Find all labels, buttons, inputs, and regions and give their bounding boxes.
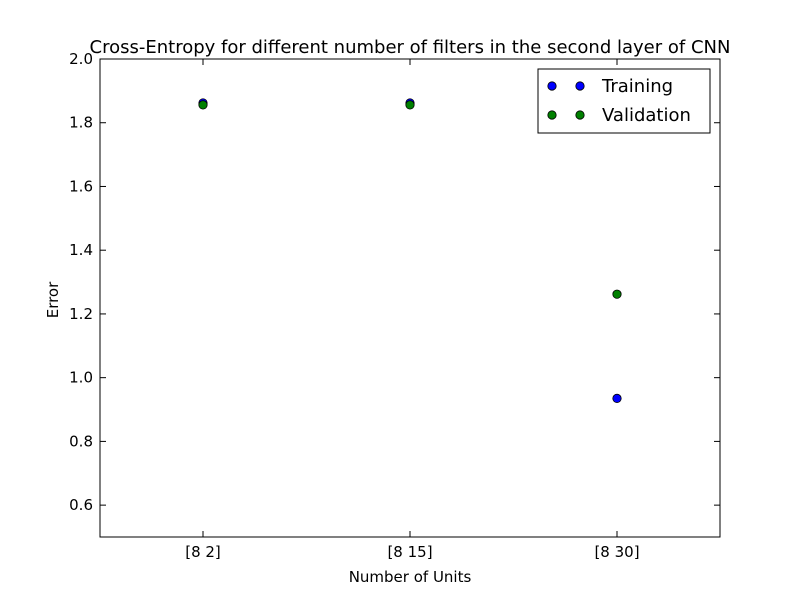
validation-point-0 (198, 100, 208, 110)
legend-validation-marker-left (547, 110, 557, 120)
validation-point-2 (612, 289, 622, 299)
legend-training-label: Training (601, 76, 673, 97)
y-tick-label-3: 1.2 (69, 305, 93, 323)
legend: Training Validation (537, 68, 711, 134)
training-point-2 (612, 393, 622, 403)
legend-training-marker-right (575, 81, 585, 91)
x-tick-label-1: [8 15] (387, 543, 432, 561)
y-tick-label-4: 1.4 (69, 241, 93, 259)
legend-box (537, 68, 711, 134)
y-tick-label-1: 0.8 (69, 432, 93, 450)
y-tick-label-2: 1.0 (69, 369, 93, 387)
chart-title: Cross-Entropy for different number of fi… (90, 37, 731, 58)
x-tick-label-2: [8 30] (594, 543, 639, 561)
x-axis-label: Number of Units (349, 568, 472, 586)
y-tick-label-0: 0.6 (69, 496, 93, 514)
legend-training-marker-left (547, 81, 557, 91)
validation-point-1 (405, 100, 415, 110)
legend-validation-label: Validation (602, 105, 691, 126)
points-layer (198, 98, 622, 403)
legend-validation-marker-right (575, 110, 585, 120)
x-tick-label-0: [8 2] (185, 543, 221, 561)
y-axis-label: Error (44, 281, 62, 318)
y-tick-label-7: 2.0 (69, 50, 93, 68)
y-tick-label-6: 1.8 (69, 114, 93, 132)
ticks-layer: 0.6 0.8 1.0 1.2 1.4 1.6 1.8 2.0 [8 2] [8 15] [8 30… (69, 50, 720, 561)
y-tick-label-5: 1.6 (69, 177, 93, 195)
